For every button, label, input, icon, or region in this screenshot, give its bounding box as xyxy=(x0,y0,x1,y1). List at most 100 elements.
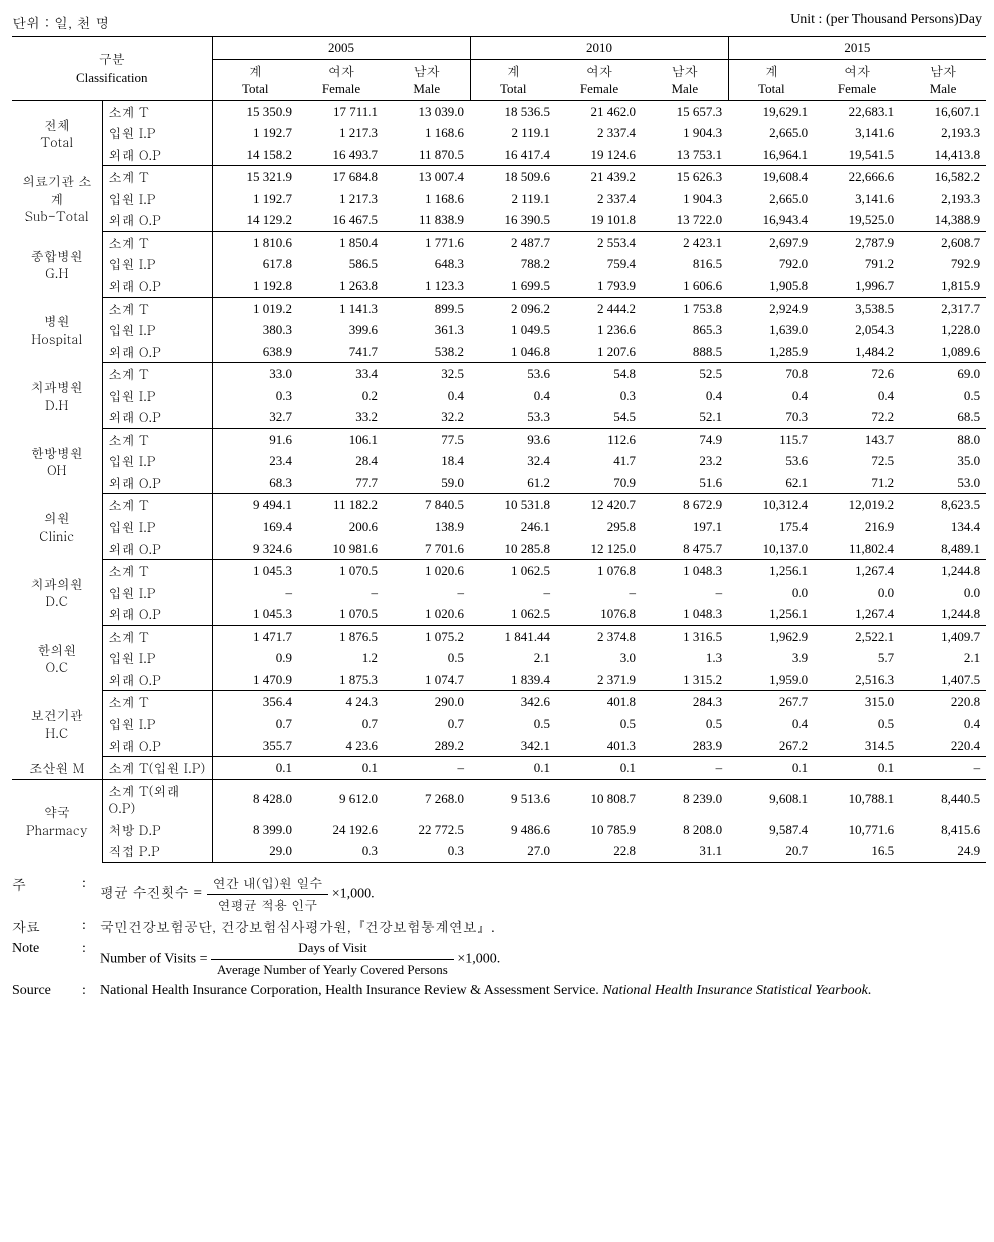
table-cell: 0.1 xyxy=(470,757,556,780)
table-row: 입원 I.P0.70.70.70.50.50.50.40.50.4 xyxy=(12,713,986,735)
table-cell: 0.7 xyxy=(212,713,298,735)
table-cell: 220.4 xyxy=(900,735,986,757)
table-cell: 16,943.4 xyxy=(728,209,814,231)
subrow-label: 소계 T xyxy=(102,691,212,713)
table-cell: 70.3 xyxy=(728,406,814,428)
table-cell: 1 236.6 xyxy=(556,319,642,341)
table-cell: 792.9 xyxy=(900,253,986,275)
table-cell: 15 626.3 xyxy=(642,166,728,188)
table-cell: 72.6 xyxy=(814,363,900,385)
table-cell: 115.7 xyxy=(728,428,814,450)
table-cell: 11 870.5 xyxy=(384,144,470,166)
table-cell: 59.0 xyxy=(384,472,470,494)
table-cell: 3,538.5 xyxy=(814,297,900,319)
table-cell: – xyxy=(384,757,470,780)
table-cell: 4 23.6 xyxy=(298,735,384,757)
subrow-label: 입원 I.P xyxy=(102,188,212,210)
table-cell: 197.1 xyxy=(642,516,728,538)
table-cell: 1 606.6 xyxy=(642,275,728,297)
table-cell: 17 684.8 xyxy=(298,166,384,188)
table-row: 병원Hospital소계 T1 019.21 141.3899.52 096.2… xyxy=(12,297,986,319)
table-cell: 14,388.9 xyxy=(900,209,986,231)
table-cell: 899.5 xyxy=(384,297,470,319)
table-cell: 53.6 xyxy=(470,363,556,385)
group-label: 전체Total xyxy=(12,100,102,166)
table-cell: 54.8 xyxy=(556,363,642,385)
table-cell: 72.2 xyxy=(814,406,900,428)
table-cell: 0.1 xyxy=(298,757,384,780)
table-row: 외래 O.P14 158.216 493.711 870.516 417.419… xyxy=(12,144,986,166)
table-cell: 13 039.0 xyxy=(384,100,470,122)
table-cell: 1 904.3 xyxy=(642,188,728,210)
table-cell: 61.2 xyxy=(470,472,556,494)
table-cell: 1,267.4 xyxy=(814,603,900,625)
table-cell: 2,608.7 xyxy=(900,231,986,253)
table-cell: 106.1 xyxy=(298,428,384,450)
table-cell: 1 046.8 xyxy=(470,341,556,363)
table-cell: 2,522.1 xyxy=(814,625,900,647)
table-cell: 52.5 xyxy=(642,363,728,385)
table-cell: 2.1 xyxy=(900,647,986,669)
note-en-text: Number of Visits = Days of Visit Average… xyxy=(100,938,500,981)
table-cell: 0.5 xyxy=(900,385,986,407)
table-cell: 9,608.1 xyxy=(728,779,814,819)
th-sub: 여자Female xyxy=(298,59,384,100)
table-row: 외래 O.P1 470.91 875.31 074.71 839.42 371.… xyxy=(12,669,986,691)
table-cell: 77.5 xyxy=(384,428,470,450)
table-cell: 0.0 xyxy=(728,582,814,604)
table-cell: 15 657.3 xyxy=(642,100,728,122)
table-cell: 0.9 xyxy=(212,647,298,669)
table-cell: 11 838.9 xyxy=(384,209,470,231)
table-cell: 1,228.0 xyxy=(900,319,986,341)
group-label: 종합병원G.H xyxy=(12,231,102,297)
table-cell: 10,771.6 xyxy=(814,819,900,841)
table-cell: 380.3 xyxy=(212,319,298,341)
subrow-label: 소계 T xyxy=(102,625,212,647)
table-cell: 0.4 xyxy=(814,385,900,407)
table-cell: 32.2 xyxy=(384,406,470,428)
group-label: 보건기관H.C xyxy=(12,691,102,757)
table-cell: 16,964.1 xyxy=(728,144,814,166)
th-year-2010: 2010 xyxy=(470,37,728,60)
subrow-label: 소계 T(입원 I.P) xyxy=(102,757,212,780)
table-cell: 1 810.6 xyxy=(212,231,298,253)
subrow-label: 소계 T(외래 O.P) xyxy=(102,779,212,819)
th-year-2015: 2015 xyxy=(728,37,986,60)
table-cell: 1 020.6 xyxy=(384,603,470,625)
table-cell: 9 324.6 xyxy=(212,538,298,560)
table-cell: 22,683.1 xyxy=(814,100,900,122)
table-cell: 1,267.4 xyxy=(814,560,900,582)
table-cell: 315.0 xyxy=(814,691,900,713)
table-cell: 356.4 xyxy=(212,691,298,713)
table-cell: 2 119.1 xyxy=(470,188,556,210)
table-row: 의료기관 소계Sub-Total소계 T15 321.917 684.813 0… xyxy=(12,166,986,188)
table-cell: 13 007.4 xyxy=(384,166,470,188)
table-cell: 314.5 xyxy=(814,735,900,757)
table-cell: 16,607.1 xyxy=(900,100,986,122)
table-row: 조산원 M소계 T(입원 I.P)0.10.1–0.10.1–0.10.1– xyxy=(12,757,986,780)
table-cell: 134.4 xyxy=(900,516,986,538)
table-cell: 2,665.0 xyxy=(728,122,814,144)
table-row: 입원 I.P23.428.418.432.441.723.253.672.535… xyxy=(12,450,986,472)
table-cell: 1,815.9 xyxy=(900,275,986,297)
table-cell: 69.0 xyxy=(900,363,986,385)
table-cell: 792.0 xyxy=(728,253,814,275)
subrow-label: 외래 O.P xyxy=(102,603,212,625)
group-label: 조산원 M xyxy=(12,757,102,780)
table-cell: 1 020.6 xyxy=(384,560,470,582)
table-row: 입원 I.P––––––0.00.00.0 xyxy=(12,582,986,604)
table-cell: 32.4 xyxy=(470,450,556,472)
table-cell: 19 101.8 xyxy=(556,209,642,231)
table-cell: 5.7 xyxy=(814,647,900,669)
table-cell: 289.2 xyxy=(384,735,470,757)
table-cell: 0.5 xyxy=(642,713,728,735)
table-cell: 19 124.6 xyxy=(556,144,642,166)
table-cell: 18 509.6 xyxy=(470,166,556,188)
table-cell: 1,256.1 xyxy=(728,603,814,625)
group-label: 치과의원D.C xyxy=(12,560,102,626)
table-cell: 401.8 xyxy=(556,691,642,713)
table-cell: 2 374.8 xyxy=(556,625,642,647)
table-cell: 1 192.7 xyxy=(212,188,298,210)
subrow-label: 입원 I.P xyxy=(102,319,212,341)
table-cell: 11,802.4 xyxy=(814,538,900,560)
